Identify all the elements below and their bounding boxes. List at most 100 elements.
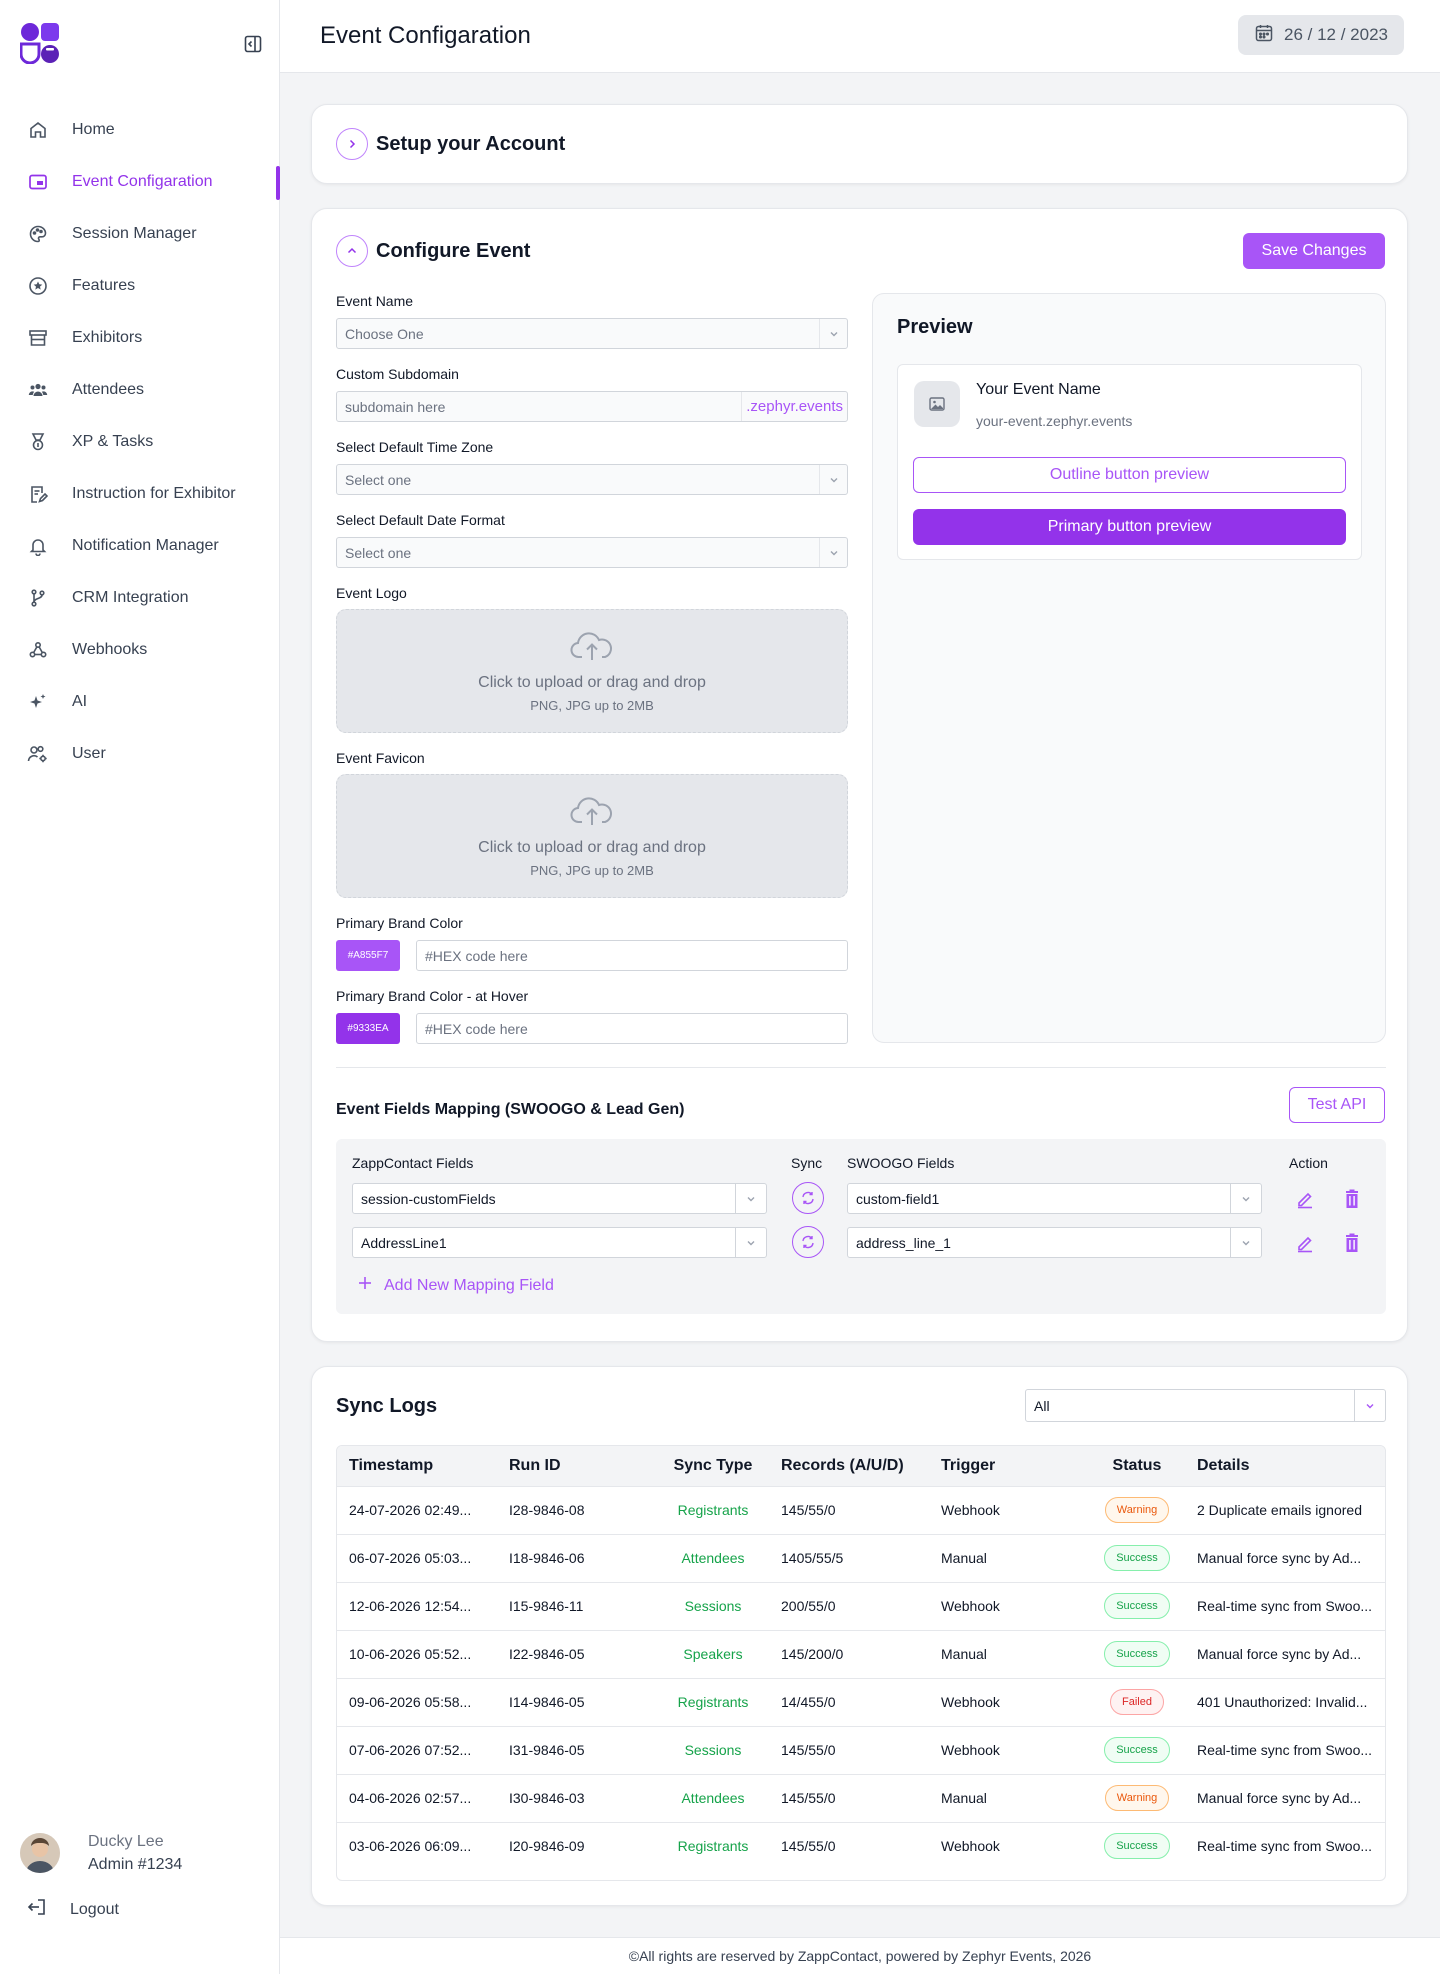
- sidebar-item-crm-integration[interactable]: CRM Integration: [0, 572, 280, 624]
- sidebar-item-home[interactable]: Home: [0, 104, 280, 156]
- date-format-value: Select one: [345, 544, 412, 561]
- sidebar-item-exhibitors[interactable]: Exhibitors: [0, 312, 280, 364]
- status-badge: Success: [1104, 1593, 1170, 1619]
- sidebar-item-event-configaration[interactable]: Event Configaration: [0, 156, 280, 208]
- event-name-select[interactable]: Choose One: [336, 318, 848, 349]
- col-records[interactable]: Records (A/U/D): [781, 1456, 904, 1474]
- hover-color-input[interactable]: #HEX code here: [416, 1013, 848, 1044]
- col-details[interactable]: Details: [1197, 1456, 1250, 1474]
- primary-color-input[interactable]: #HEX code here: [416, 940, 848, 971]
- mapping-title: Event Fields Mapping (SWOOGO & Lead Gen): [336, 1101, 685, 1118]
- sync-icon[interactable]: [792, 1182, 824, 1214]
- avatar: [20, 1833, 60, 1873]
- user-profile[interactable]: Ducky Lee Admin #1234: [20, 1830, 182, 1876]
- status-badge: Warning: [1104, 1785, 1170, 1811]
- zapp-fields-header: ZappContact Fields: [352, 1155, 474, 1171]
- cell-records: 200/55/0: [769, 1581, 929, 1630]
- test-api-button[interactable]: Test API: [1289, 1087, 1385, 1123]
- table-row[interactable]: 07-06-2026 07:52... I31-9846-05 Sessions…: [337, 1725, 1385, 1774]
- status-badge: Success: [1104, 1641, 1170, 1667]
- date-picker[interactable]: 26 / 12 / 2023: [1238, 15, 1404, 55]
- table-row[interactable]: 09-06-2026 05:58... I14-9846-05 Registra…: [337, 1677, 1385, 1726]
- trash-icon[interactable]: [1341, 1188, 1363, 1210]
- sync-logs-filter[interactable]: All: [1025, 1389, 1386, 1422]
- primary-color-swatch[interactable]: #A855F7: [336, 940, 400, 971]
- cell-details: Real-time sync from Swoo...: [1185, 1725, 1385, 1774]
- app-logo[interactable]: [19, 22, 60, 65]
- primary-button-preview[interactable]: Primary button preview: [913, 509, 1346, 545]
- upload-constraints: PNG, JPG up to 2MB: [530, 698, 654, 713]
- edit-icon[interactable]: [1294, 1188, 1316, 1210]
- cell-details: Real-time sync from Swoo...: [1185, 1821, 1385, 1870]
- setup-account-card: Setup your Account: [311, 104, 1408, 184]
- col-timestamp[interactable]: Timestamp: [349, 1456, 434, 1474]
- cell-trigger: Webhook: [929, 1677, 1089, 1726]
- cell-details: Manual force sync by Ad...: [1185, 1533, 1385, 1582]
- palette-icon: [26, 222, 50, 246]
- table-row[interactable]: 06-07-2026 05:03... I18-9846-06 Attendee…: [337, 1533, 1385, 1582]
- zapp-field-value: AddressLine1: [361, 1234, 447, 1251]
- preview-card: Your Event Name your-event.zephyr.events…: [897, 364, 1362, 560]
- hex-placeholder: #HEX code here: [425, 947, 528, 964]
- table-row[interactable]: 24-07-2026 02:49... I28-9846-08 Registra…: [337, 1485, 1385, 1534]
- swoogo-field-select[interactable]: custom-field1: [847, 1183, 1262, 1214]
- event-logo-upload[interactable]: Click to upload or drag and drop PNG, JP…: [336, 609, 848, 733]
- setup-account-toggle[interactable]: Setup your Account: [336, 128, 565, 160]
- cell-sync-type: Sessions: [657, 1581, 769, 1630]
- sidebar-item-label: User: [72, 745, 106, 762]
- trash-icon[interactable]: [1341, 1232, 1363, 1254]
- edit-icon[interactable]: [1294, 1232, 1316, 1254]
- cell-trigger: Webhook: [929, 1485, 1089, 1534]
- chevron-down-icon: [819, 465, 847, 494]
- profile-role: Admin #1234: [88, 1856, 183, 1873]
- date-format-select[interactable]: Select one: [336, 537, 848, 568]
- sync-icon[interactable]: [792, 1226, 824, 1258]
- cell-timestamp: 12-06-2026 12:54...: [337, 1581, 497, 1630]
- hover-color-swatch[interactable]: #9333EA: [336, 1013, 400, 1044]
- timezone-select[interactable]: Select one: [336, 464, 848, 495]
- sparkle-icon: [26, 690, 50, 714]
- sidebar-item-features[interactable]: Features: [0, 260, 280, 312]
- event-favicon-upload[interactable]: Click to upload or drag and drop PNG, JP…: [336, 774, 848, 898]
- sidebar-item-instruction-for-exhibitor[interactable]: Instruction for Exhibitor: [0, 468, 280, 520]
- sidebar-item-attendees[interactable]: Attendees: [0, 364, 280, 416]
- subdomain-input[interactable]: subdomain here .zephyr.events: [336, 391, 848, 422]
- outline-button-preview[interactable]: Outline button preview: [913, 457, 1346, 493]
- collapse-sidebar-icon[interactable]: [242, 33, 264, 55]
- sidebar-item-ai[interactable]: AI: [0, 676, 280, 728]
- save-changes-button[interactable]: Save Changes: [1243, 233, 1385, 269]
- home-icon: [26, 118, 50, 142]
- sidebar-item-notification-manager[interactable]: Notification Manager: [0, 520, 280, 572]
- chevron-down-icon: [819, 538, 847, 567]
- configure-event-toggle[interactable]: Configure Event: [336, 235, 530, 267]
- logout-button[interactable]: Logout: [26, 1896, 119, 1923]
- table-row[interactable]: 12-06-2026 12:54... I15-9846-11 Sessions…: [337, 1581, 1385, 1630]
- zapp-field-select[interactable]: session-customFields: [352, 1183, 767, 1214]
- col-run-id[interactable]: Run ID: [509, 1456, 561, 1474]
- swoogo-field-select[interactable]: address_line_1: [847, 1227, 1262, 1258]
- col-sync-type[interactable]: Sync Type: [673, 1456, 753, 1474]
- add-mapping-field-button[interactable]: Add New Mapping Field: [358, 1276, 554, 1295]
- sidebar-item-label: Event Configaration: [72, 173, 213, 190]
- sidebar-item-user[interactable]: User: [0, 728, 280, 780]
- col-trigger[interactable]: Trigger: [941, 1456, 996, 1474]
- cell-sync-type: Attendees: [657, 1773, 769, 1822]
- users-group-icon: [26, 378, 50, 402]
- sidebar-item-xp-tasks[interactable]: XP & Tasks: [0, 416, 280, 468]
- cell-records: 145/55/0: [769, 1773, 929, 1822]
- zapp-field-select[interactable]: AddressLine1: [352, 1227, 767, 1258]
- status-badge: Success: [1104, 1833, 1170, 1860]
- sidebar-item-session-manager[interactable]: Session Manager: [0, 208, 280, 260]
- table-row[interactable]: 03-06-2026 06:09... I20-9846-09 Registra…: [337, 1821, 1385, 1870]
- hex-placeholder: #HEX code here: [425, 1020, 528, 1037]
- col-status[interactable]: Status: [1112, 1456, 1162, 1474]
- sidebar-item-label: Notification Manager: [72, 537, 219, 554]
- status-badge: Success: [1104, 1545, 1170, 1571]
- cell-records: 145/55/0: [769, 1821, 929, 1870]
- sidebar-item-webhooks[interactable]: Webhooks: [0, 624, 280, 676]
- table-row[interactable]: 10-06-2026 05:52... I22-9846-05 Speakers…: [337, 1629, 1385, 1678]
- table-row[interactable]: 04-06-2026 02:57... I30-9846-03 Attendee…: [337, 1773, 1385, 1822]
- sidebar-item-label: Webhooks: [72, 641, 148, 658]
- user-settings-icon: [26, 742, 50, 766]
- cell-run-id: I14-9846-05: [497, 1677, 657, 1726]
